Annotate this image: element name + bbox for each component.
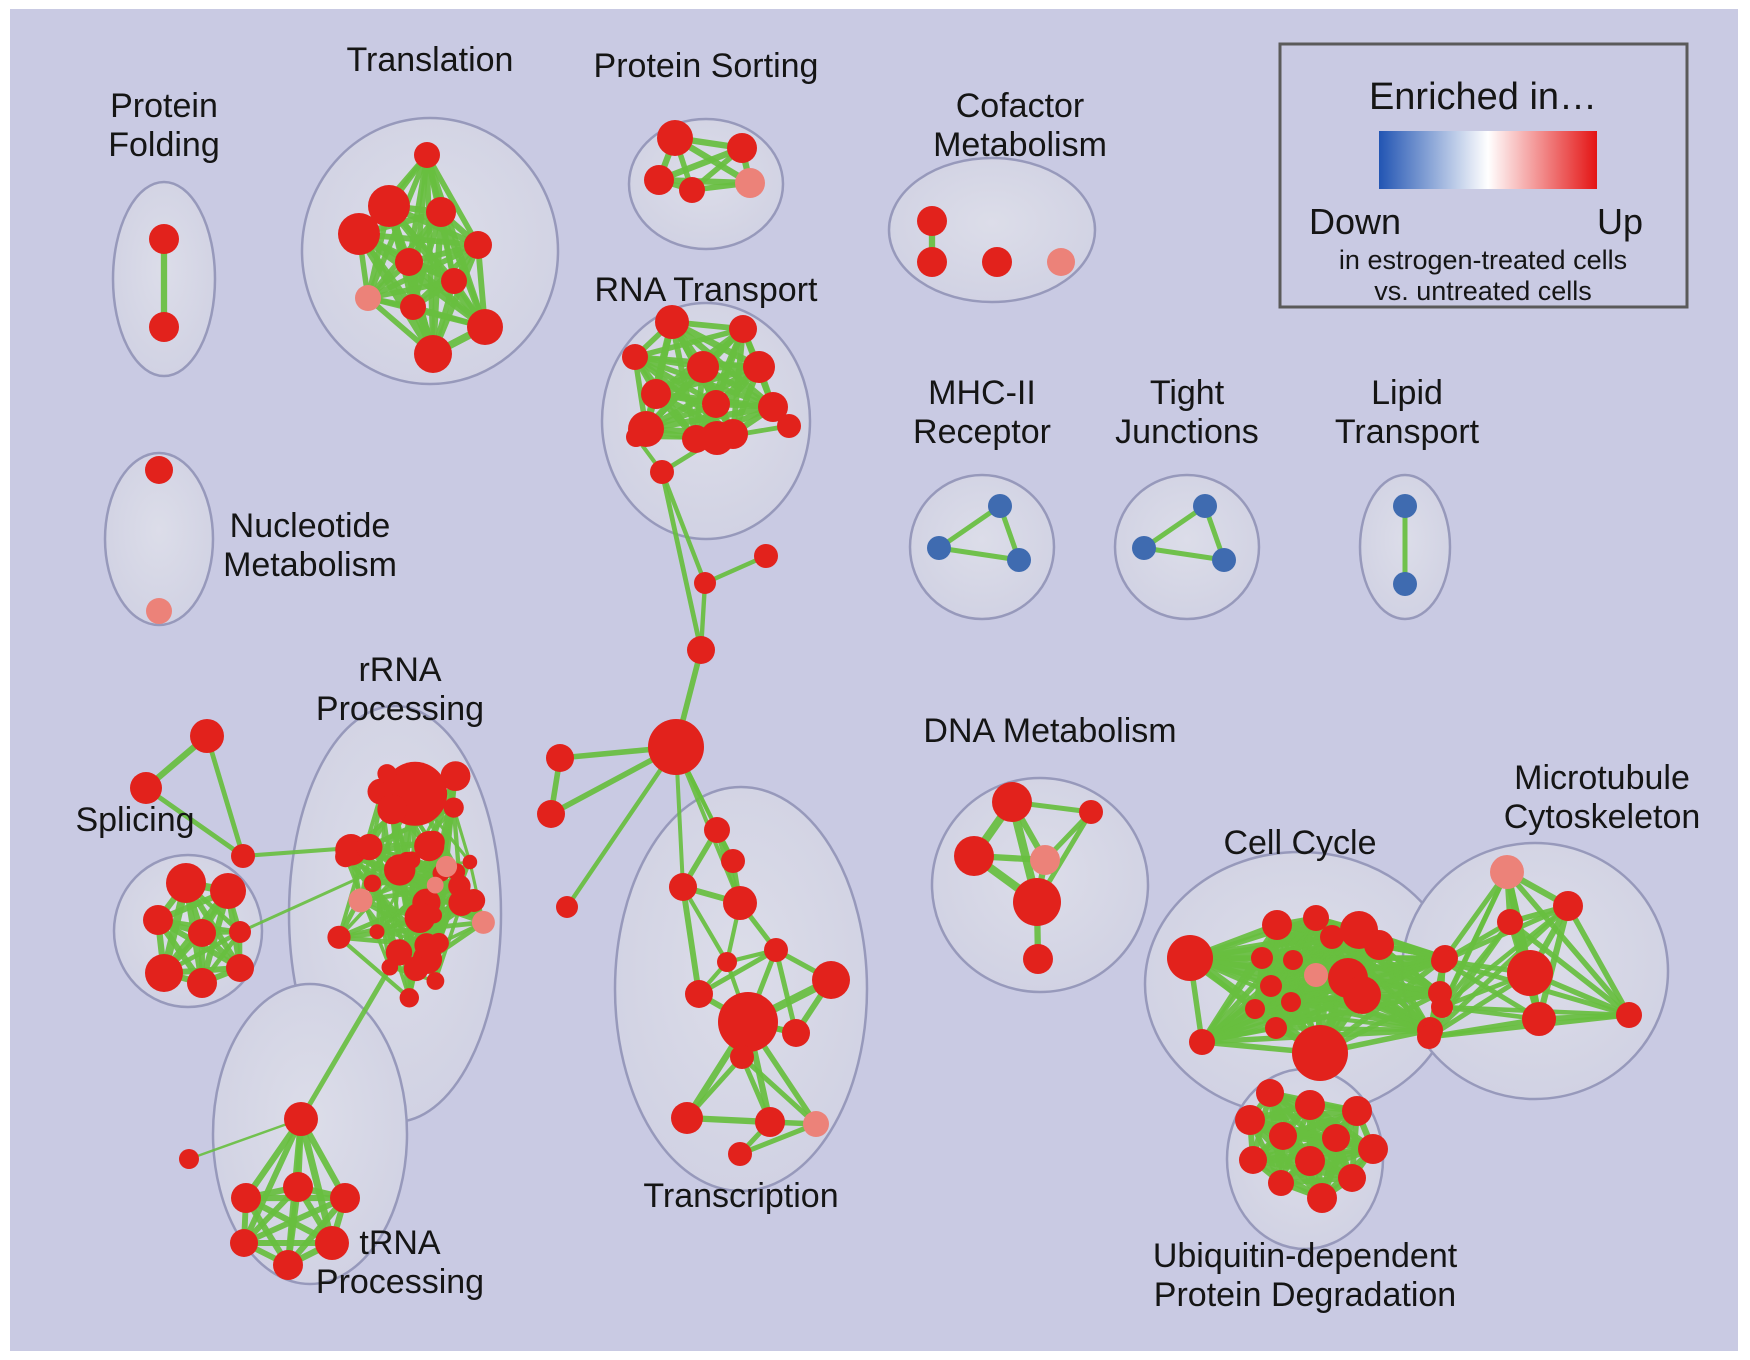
svg-text:Cytoskeleton: Cytoskeleton: [1504, 798, 1701, 836]
svg-text:Down: Down: [1309, 201, 1401, 242]
svg-text:vs. untreated cells: vs. untreated cells: [1374, 276, 1592, 306]
svg-text:Processing: Processing: [316, 1263, 484, 1301]
svg-text:Receptor: Receptor: [913, 413, 1051, 451]
svg-text:in estrogen-treated cells: in estrogen-treated cells: [1339, 245, 1627, 275]
svg-text:Ubiquitin-dependent: Ubiquitin-dependent: [1153, 1237, 1458, 1275]
svg-text:Microtubule: Microtubule: [1514, 759, 1690, 797]
svg-text:Splicing: Splicing: [75, 801, 194, 839]
svg-text:Cell Cycle: Cell Cycle: [1223, 824, 1376, 862]
svg-text:Enriched in…: Enriched in…: [1369, 76, 1597, 118]
svg-text:Tight: Tight: [1150, 374, 1225, 412]
svg-text:MHC-II: MHC-II: [928, 374, 1036, 412]
svg-text:rRNA: rRNA: [358, 651, 441, 689]
svg-text:Up: Up: [1597, 201, 1643, 242]
svg-text:Lipid: Lipid: [1371, 374, 1443, 412]
svg-text:Metabolism: Metabolism: [933, 126, 1107, 164]
svg-text:Cofactor: Cofactor: [956, 87, 1085, 125]
svg-text:Processing: Processing: [316, 690, 484, 728]
svg-text:Translation: Translation: [347, 41, 514, 79]
svg-text:Junctions: Junctions: [1115, 413, 1259, 451]
svg-text:Protein Degradation: Protein Degradation: [1154, 1276, 1456, 1314]
svg-text:Folding: Folding: [108, 126, 220, 164]
svg-text:tRNA: tRNA: [359, 1224, 441, 1262]
svg-text:RNA Transport: RNA Transport: [595, 271, 819, 309]
svg-text:Transcription: Transcription: [643, 1177, 838, 1215]
svg-text:DNA Metabolism: DNA Metabolism: [923, 712, 1176, 750]
svg-text:Protein Sorting: Protein Sorting: [594, 47, 819, 85]
svg-text:Transport: Transport: [1335, 413, 1480, 451]
svg-text:Protein: Protein: [110, 87, 218, 125]
svg-text:Nucleotide: Nucleotide: [230, 507, 391, 545]
svg-text:Metabolism: Metabolism: [223, 546, 397, 584]
